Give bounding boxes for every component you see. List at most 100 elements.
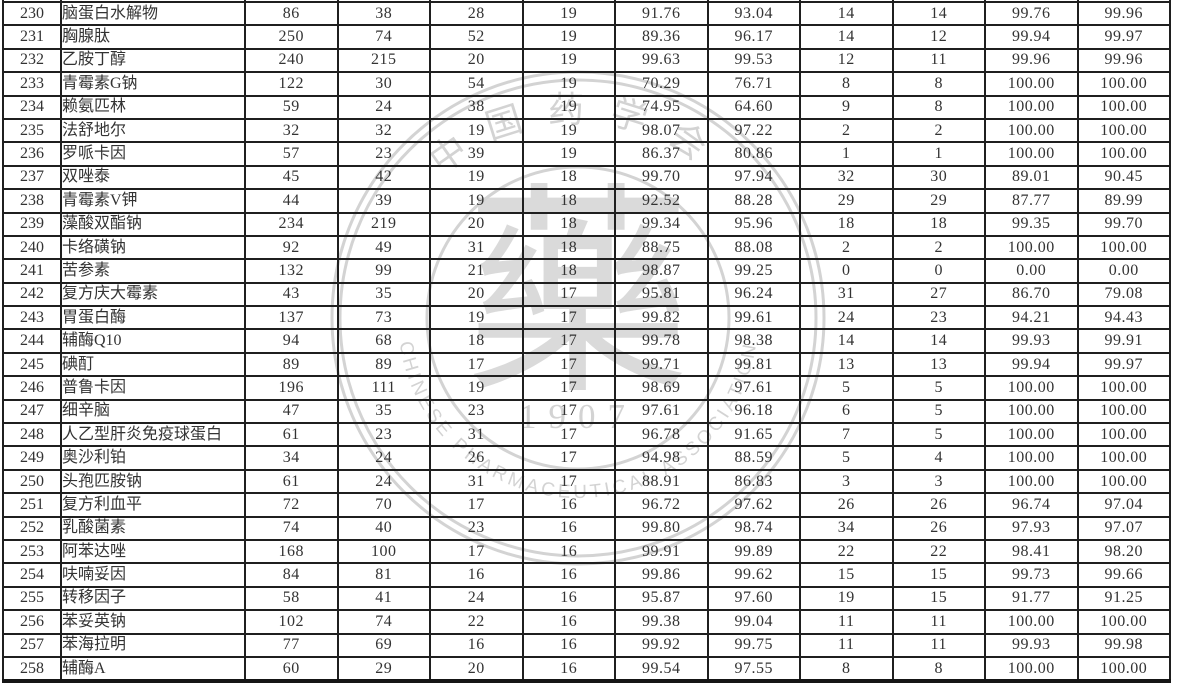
row-number-cell: 238 xyxy=(2,188,62,214)
value-cell: 96.24 xyxy=(706,281,801,308)
value-cell: 11 xyxy=(891,632,986,658)
value-cell: 100.00 xyxy=(984,141,1079,167)
value-cell: 16 xyxy=(429,632,524,658)
value-cell: 96.18 xyxy=(706,398,801,425)
value-cell: 28 xyxy=(429,0,524,27)
value-cell: 19 xyxy=(521,47,616,74)
value-cell: 19 xyxy=(429,375,524,401)
value-cell: 29 xyxy=(336,655,431,684)
value-cell: 99.97 xyxy=(1076,351,1171,378)
drug-name-cell: 人乙型肝炎免疫球蛋白 xyxy=(60,422,246,448)
value-cell: 86.37 xyxy=(614,141,709,167)
row-number-cell: 230 xyxy=(2,0,62,27)
row-number-cell: 231 xyxy=(2,24,62,50)
value-cell: 79.08 xyxy=(1076,281,1171,308)
value-cell: 1 xyxy=(891,141,986,167)
value-cell: 91.76 xyxy=(614,0,709,27)
value-cell: 8 xyxy=(891,94,986,120)
value-cell: 87.77 xyxy=(984,188,1079,214)
table-row: 256 苯妥英钠 102 74 22 16 99.38 99.04 11 11 100.00 100.… xyxy=(2,609,1171,635)
row-number-cell: 251 xyxy=(2,492,62,518)
value-cell: 2 xyxy=(799,117,894,144)
value-cell: 70.29 xyxy=(614,71,709,97)
drug-name-cell: 胸腺肽 xyxy=(60,24,246,50)
value-cell: 22 xyxy=(429,609,524,635)
value-cell: 23 xyxy=(429,515,524,542)
value-cell: 18 xyxy=(521,211,616,237)
table-row: 250 头孢匹胺钠 61 24 31 17 88.91 86.83 3 3 100.00 100.00 xyxy=(2,468,1171,495)
drug-name-cell: 法舒地尔 xyxy=(60,117,246,144)
drug-name-cell: 赖氨匹林 xyxy=(60,94,246,120)
value-cell: 8 xyxy=(891,71,986,97)
value-cell: 91.77 xyxy=(984,585,1079,612)
value-cell: 16 xyxy=(521,538,616,565)
value-cell: 100.00 xyxy=(1076,141,1171,167)
value-cell: 0 xyxy=(799,258,894,284)
value-cell: 73 xyxy=(336,305,431,331)
value-cell: 97.61 xyxy=(706,375,801,401)
value-cell: 31 xyxy=(429,468,524,495)
value-cell: 45 xyxy=(244,164,339,191)
value-cell: 68 xyxy=(336,328,431,354)
value-cell: 88.08 xyxy=(706,234,801,261)
drug-name-cell: 辅酶A xyxy=(60,655,246,684)
value-cell: 100.00 xyxy=(1076,94,1171,120)
value-cell: 99.78 xyxy=(614,328,709,354)
value-cell: 11 xyxy=(799,609,894,635)
value-cell: 41 xyxy=(336,585,431,612)
value-cell: 17 xyxy=(429,351,524,378)
value-cell: 99.38 xyxy=(614,609,709,635)
value-cell: 99.75 xyxy=(706,632,801,658)
value-cell: 97.07 xyxy=(1076,515,1171,542)
value-cell: 102 xyxy=(244,609,339,635)
value-cell: 8 xyxy=(891,655,986,684)
value-cell: 19 xyxy=(521,117,616,144)
row-number-cell: 254 xyxy=(2,562,62,588)
table-row: 235 法舒地尔 32 32 19 19 98.07 97.22 2 2 100.00 100.00 xyxy=(2,117,1171,144)
value-cell: 35 xyxy=(336,281,431,308)
value-cell: 98.20 xyxy=(1076,538,1171,565)
value-cell: 26 xyxy=(891,492,986,518)
value-cell: 19 xyxy=(429,305,524,331)
value-cell: 17 xyxy=(521,445,616,471)
value-cell: 19 xyxy=(521,141,616,167)
value-cell: 99.80 xyxy=(614,515,709,542)
value-cell: 81 xyxy=(336,562,431,588)
value-cell: 24 xyxy=(336,445,431,471)
value-cell: 12 xyxy=(799,47,894,74)
table-row: 252 乳酸菌素 74 40 23 16 99.80 98.74 34 26 97.93 97.07 xyxy=(2,515,1171,542)
value-cell: 96.72 xyxy=(614,492,709,518)
value-cell: 19 xyxy=(521,94,616,120)
table-row: 232 乙胺丁醇 240 215 20 19 99.63 99.53 12 11 99.96 99.9… xyxy=(2,47,1171,74)
value-cell: 98.69 xyxy=(614,375,709,401)
value-cell: 16 xyxy=(521,609,616,635)
value-cell: 100.00 xyxy=(1076,234,1171,261)
value-cell: 23 xyxy=(891,305,986,331)
value-cell: 19 xyxy=(429,188,524,214)
value-cell: 99.53 xyxy=(706,47,801,74)
value-cell: 99.73 xyxy=(984,562,1079,588)
value-cell: 0 xyxy=(891,258,986,284)
value-cell: 74.95 xyxy=(614,94,709,120)
value-cell: 30 xyxy=(336,71,431,97)
value-cell: 17 xyxy=(429,492,524,518)
value-cell: 27 xyxy=(891,281,986,308)
row-number-cell: 258 xyxy=(2,655,62,684)
value-cell: 89 xyxy=(244,351,339,378)
value-cell: 168 xyxy=(244,538,339,565)
value-cell: 92 xyxy=(244,234,339,261)
value-cell: 96.74 xyxy=(984,492,1079,518)
value-cell: 14 xyxy=(891,0,986,27)
value-cell: 17 xyxy=(429,538,524,565)
value-cell: 19 xyxy=(521,71,616,97)
value-cell: 5 xyxy=(891,422,986,448)
value-cell: 100.00 xyxy=(984,71,1079,97)
value-cell: 20 xyxy=(429,47,524,74)
table-row: 241 苦参素 132 99 21 18 98.87 99.25 0 0 0.00 0.00 xyxy=(2,258,1171,284)
value-cell: 43 xyxy=(244,281,339,308)
value-cell: 100.00 xyxy=(1076,117,1171,144)
value-cell: 250 xyxy=(244,24,339,50)
value-cell: 97.55 xyxy=(706,655,801,684)
value-cell: 99.96 xyxy=(1076,47,1171,74)
